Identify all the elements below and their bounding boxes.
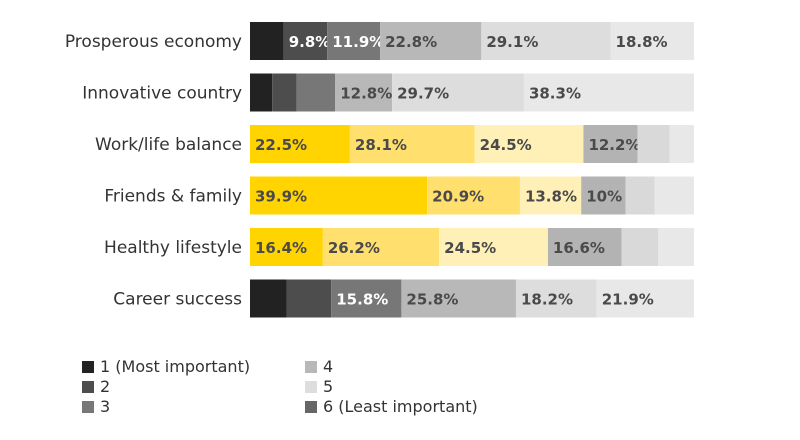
bar-segment-friends-family-rank-2 — [427, 176, 520, 215]
legend-swatch-rank-6 — [305, 401, 317, 413]
bar-segment-career-success-rank-4 — [401, 279, 516, 318]
category-label-work-life-balance: Work/life balance — [95, 135, 242, 155]
bar-segment-prosperous-economy-rank-4 — [380, 22, 482, 60]
legend-label-rank-3: 3 — [100, 397, 110, 416]
bar-segment-innovative-country-rank-5 — [392, 73, 524, 112]
category-label-innovative-country: Innovative country — [82, 84, 242, 104]
data-label-prosperous-economy-rank-2: 9.8% — [289, 33, 331, 51]
data-label-prosperous-economy-rank-5: 29.1% — [486, 33, 538, 51]
data-label-healthy-lifestyle-rank-3: 24.5% — [444, 239, 496, 257]
data-label-healthy-lifestyle-rank-4: 16.6% — [553, 239, 605, 257]
data-label-work-life-balance-rank-2: 28.1% — [355, 136, 407, 154]
data-label-prosperous-economy-rank-3: 11.9% — [332, 33, 384, 51]
category-label-prosperous-economy: Prosperous economy — [65, 32, 242, 52]
data-label-work-life-balance-rank-1: 22.5% — [255, 136, 307, 154]
data-label-career-success-rank-6: 21.9% — [602, 291, 654, 309]
legend-swatch-rank-2 — [82, 381, 94, 393]
bar-segment-healthy-lifestyle-rank-1 — [250, 228, 323, 266]
bar-segment-friends-family-rank-5 — [625, 176, 655, 215]
bar-segment-innovative-country-rank-6 — [523, 73, 694, 112]
bar-segment-career-success-rank-6 — [596, 279, 694, 318]
bar-segment-work-life-balance-rank-6 — [669, 125, 694, 163]
data-label-friends-family-rank-1: 39.9% — [255, 188, 307, 206]
bar-segment-work-life-balance-rank-1 — [250, 125, 350, 163]
data-label-prosperous-economy-rank-4: 22.8% — [385, 33, 437, 51]
category-label-friends-family: Friends & family — [104, 187, 242, 207]
bar-segment-work-life-balance-rank-2 — [349, 125, 475, 163]
bar-segment-innovative-country-rank-2 — [272, 73, 297, 112]
bar-segment-friends-family-rank-6 — [654, 176, 694, 215]
legend-swatch-rank-5 — [305, 381, 317, 393]
bar-segment-work-life-balance-rank-4 — [583, 125, 638, 163]
legend-label-rank-2: 2 — [100, 377, 110, 396]
bar-segment-prosperous-economy-rank-2 — [283, 22, 328, 60]
data-label-friends-family-rank-2: 20.9% — [432, 188, 484, 206]
data-label-friends-family-rank-3: 13.8% — [525, 188, 577, 206]
category-label-healthy-lifestyle: Healthy lifestyle — [104, 238, 242, 258]
data-label-career-success-rank-4: 25.8% — [406, 291, 458, 309]
bar-segment-innovative-country-rank-1 — [250, 73, 273, 112]
data-label-career-success-rank-5: 18.2% — [521, 291, 573, 309]
bar-segment-healthy-lifestyle-rank-2 — [322, 228, 440, 266]
bar-segment-career-success-rank-5 — [515, 279, 597, 318]
bar-segment-career-success-rank-3 — [331, 279, 402, 318]
bar-segment-prosperous-economy-rank-6 — [610, 22, 694, 60]
bar-segment-innovative-country-rank-4 — [335, 73, 393, 112]
legend-label-rank-4: 4 — [323, 357, 333, 376]
bar-segment-work-life-balance-rank-3 — [474, 125, 584, 163]
legend-swatch-rank-1 — [82, 361, 94, 373]
data-label-healthy-lifestyle-rank-2: 26.2% — [328, 239, 380, 257]
data-label-innovative-country-rank-4: 12.8% — [340, 85, 392, 103]
bar-segment-work-life-balance-rank-5 — [637, 125, 670, 163]
legend-swatch-rank-3 — [82, 401, 94, 413]
data-label-work-life-balance-rank-4: 12.2% — [588, 136, 640, 154]
category-label-career-success: Career success — [113, 290, 242, 310]
bar-segment-friends-family-rank-1 — [250, 176, 428, 215]
data-label-innovative-country-rank-6: 38.3% — [529, 85, 581, 103]
bar-segment-prosperous-economy-rank-1 — [250, 22, 284, 60]
data-label-prosperous-economy-rank-6: 18.8% — [616, 33, 668, 51]
category-labels-group: Prosperous economy Innovative country Work… — [65, 32, 242, 310]
bar-segment-healthy-lifestyle-rank-4 — [547, 228, 622, 266]
bar-segment-innovative-country-rank-3 — [296, 73, 336, 112]
bar-segment-prosperous-economy-rank-3 — [327, 22, 381, 60]
data-label-healthy-lifestyle-rank-1: 16.4% — [255, 239, 307, 257]
legend-swatch-rank-4 — [305, 361, 317, 373]
bar-segment-friends-family-rank-3 — [519, 176, 582, 215]
bar-segment-career-success-rank-2 — [286, 279, 332, 318]
bar-segment-friends-family-rank-4 — [581, 176, 626, 215]
legend-label-rank-5: 5 — [323, 377, 333, 396]
data-label-work-life-balance-rank-3: 24.5% — [480, 136, 532, 154]
data-label-friends-family-rank-4: 10% — [586, 188, 622, 206]
bar-segment-career-success-rank-1 — [250, 279, 287, 318]
legend-label-rank-1: 1 (Most important) — [100, 357, 250, 376]
legend-label-rank-6: 6 (Least important) — [323, 397, 478, 416]
bar-segment-healthy-lifestyle-rank-3 — [439, 228, 548, 266]
data-label-innovative-country-rank-5: 29.7% — [397, 85, 449, 103]
legend: 1 (Most important)23 456 (Least important… — [82, 357, 478, 416]
data-label-career-success-rank-3: 15.8% — [336, 291, 388, 309]
bar-segment-healthy-lifestyle-rank-6 — [658, 228, 694, 266]
bar-segment-prosperous-economy-rank-5 — [481, 22, 611, 60]
bars-group: 9.8% 11.9% 22.8% 29.1% 18.8% 12.8% 29.7% 38.3% 2… — [250, 22, 694, 318]
bar-segment-healthy-lifestyle-rank-5 — [621, 228, 659, 266]
